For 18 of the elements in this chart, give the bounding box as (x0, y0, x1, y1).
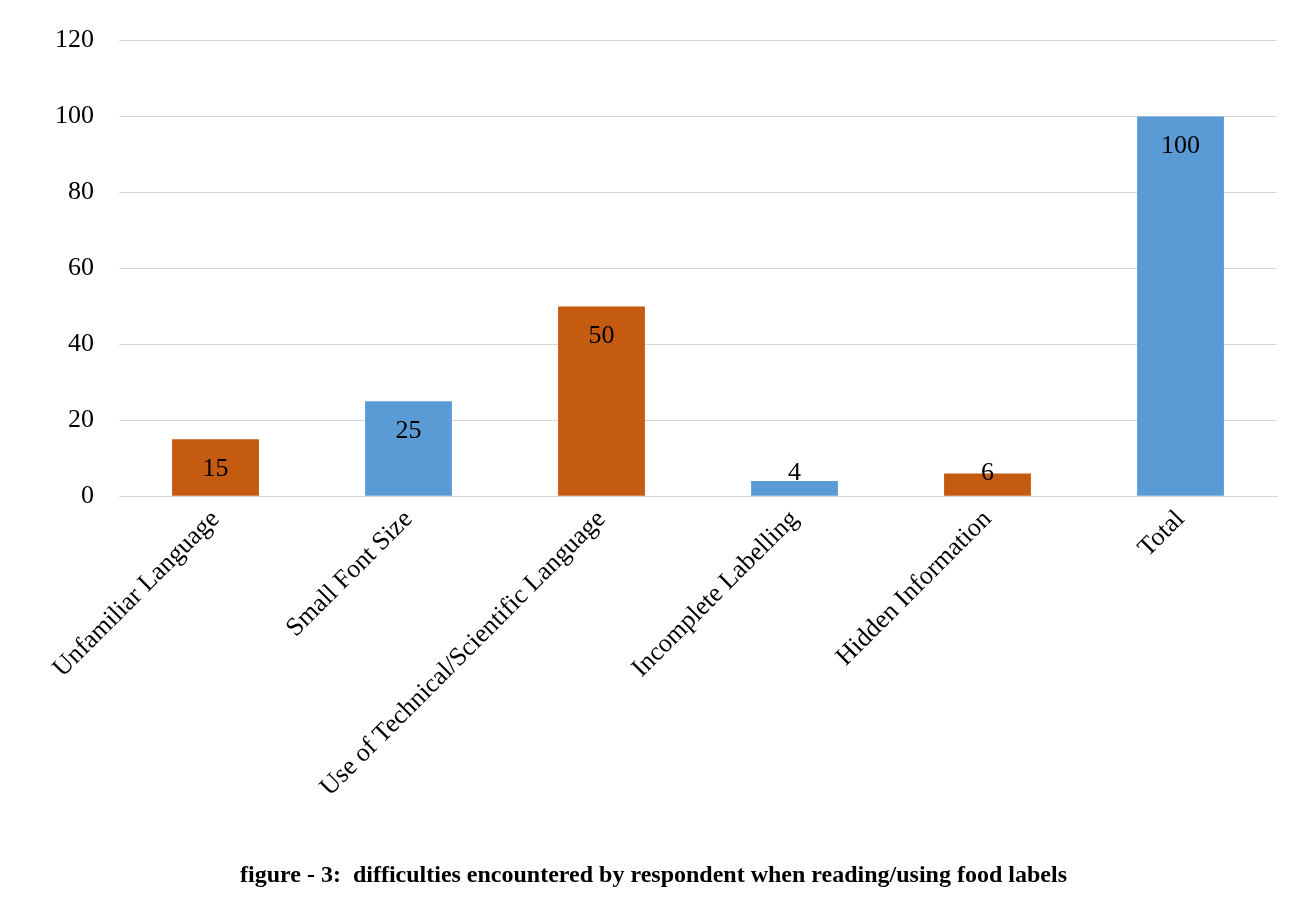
bar (1137, 116, 1224, 496)
y-tick-label: 0 (81, 480, 94, 510)
data-label: 50 (588, 320, 615, 350)
bar (365, 401, 452, 496)
data-label: 4 (788, 457, 801, 487)
y-tick-label: 40 (68, 328, 94, 358)
data-label: 100 (1161, 130, 1200, 160)
y-tick-label: 80 (68, 176, 94, 206)
text: figure - 3: difficulties encountered by respondent when reading/using food labels (240, 860, 1067, 887)
y-tick-label: 100 (55, 100, 94, 130)
y-tick-label: 20 (68, 404, 94, 434)
bar (751, 481, 838, 496)
y-tick-label: 120 (55, 24, 94, 54)
data-label: 15 (202, 453, 229, 483)
y-tick-label: 60 (68, 252, 94, 282)
bar (172, 439, 259, 496)
bar (558, 306, 645, 496)
data-label: 25 (395, 415, 422, 445)
